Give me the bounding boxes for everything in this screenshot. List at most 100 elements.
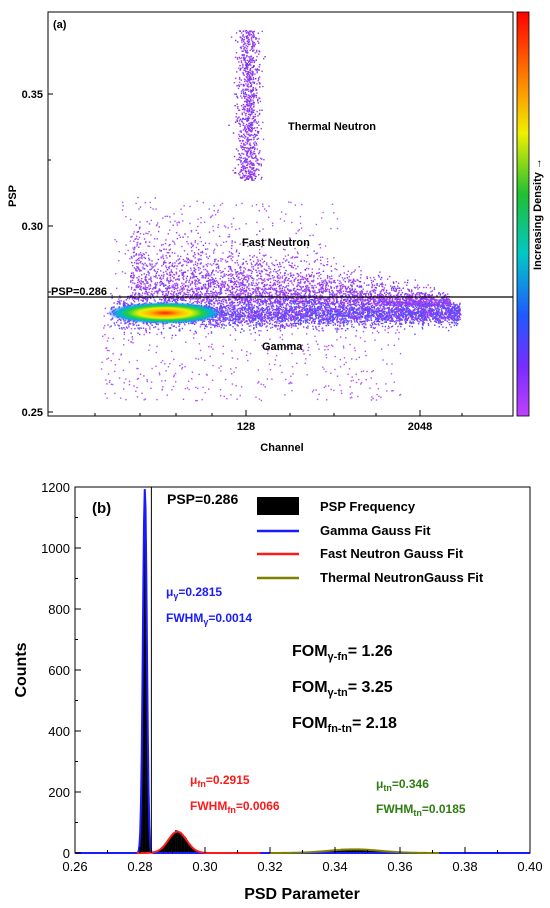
histogram-bar xyxy=(190,846,193,853)
legend-thermal-neutron-gauss-fit: Thermal NeutronGauss Fit xyxy=(320,570,484,585)
legend-fast-neutron-gauss-fit: Fast Neutron Gauss Fit xyxy=(320,546,464,561)
histogram-bar xyxy=(194,849,197,853)
panel-a: (a) Thermal Neutron Fast Neutron Gamma P… xyxy=(7,11,544,454)
histogram-bar xyxy=(181,835,184,853)
histogram-bar xyxy=(359,849,362,853)
panel-a-y-axis: 0.35 0.30 0.25 PSP xyxy=(7,89,53,419)
colorbar-label: Increasing Density → xyxy=(532,158,544,270)
histogram-bar xyxy=(192,847,194,853)
histogram-bar xyxy=(142,603,145,853)
histogram-bar xyxy=(164,843,167,853)
histogram-bar xyxy=(363,850,366,853)
panel-b-x-tick: 0.32 xyxy=(257,859,282,874)
panel-a-frame xyxy=(47,11,514,417)
histogram-bar xyxy=(336,850,338,853)
histogram-bar xyxy=(184,836,186,853)
histogram-bar xyxy=(379,850,381,853)
panel-b-x-tick: 0.30 xyxy=(192,859,217,874)
panel-b-y-tick: 0 xyxy=(63,846,70,861)
histogram-bar xyxy=(348,850,350,853)
histogram-bar xyxy=(371,849,373,853)
fwhm-gamma-annotation: FWHMγ=0.0014 xyxy=(166,611,252,627)
histogram-bar xyxy=(335,849,337,853)
panel-a-y-tick: 0.30 xyxy=(22,221,43,233)
histogram-bar xyxy=(345,848,347,853)
panel-b-axes: 0.26 0.28 0.30 0.32 0.34 0.36 0.38 0.40 0 200 400 6… xyxy=(41,480,543,874)
panel-b-y-tick: 1200 xyxy=(41,480,70,495)
histogram-bar xyxy=(163,845,165,853)
histogram-bar xyxy=(166,841,168,853)
histogram-bar xyxy=(180,832,182,853)
histogram-bar xyxy=(349,849,351,853)
histogram-bar xyxy=(182,836,185,853)
panel-a-x-label: Channel xyxy=(260,442,303,454)
histogram-bar xyxy=(338,849,341,853)
histogram-bar xyxy=(372,850,375,853)
mu-fn-annotation: μfn=0.2915 xyxy=(190,773,250,789)
panel-a-x-tick: 2048 xyxy=(408,421,432,433)
histogram-bar xyxy=(361,849,363,853)
histogram-bar xyxy=(353,848,355,853)
mu-gamma-annotation: μγ=0.2815 xyxy=(166,585,222,601)
density-colorbar xyxy=(516,11,530,417)
histogram-bar xyxy=(179,832,181,853)
histogram-bar xyxy=(193,848,195,853)
panel-b: 0.26 0.28 0.30 0.32 0.34 0.36 0.38 0.40 0 200 400 6… xyxy=(13,480,543,903)
histogram-bar xyxy=(354,849,356,853)
histogram-bar xyxy=(168,838,171,853)
panel-b-x-tick: 0.28 xyxy=(127,859,152,874)
panel-b-x-tick: 0.38 xyxy=(452,859,477,874)
histogram-bar xyxy=(368,850,371,853)
histogram-bar xyxy=(143,504,146,853)
panel-b-y-label: Counts xyxy=(13,642,30,697)
histogram-bar xyxy=(176,830,178,853)
panel-b-x-tick: 0.34 xyxy=(322,859,347,874)
histogram-bar xyxy=(380,850,382,853)
fast-neutron-gauss-fit-line xyxy=(136,830,261,854)
histogram-bar xyxy=(185,838,187,853)
histogram-bar xyxy=(162,846,164,853)
histogram-bar xyxy=(331,850,333,853)
histogram-bar xyxy=(188,843,190,853)
histogram-bar xyxy=(175,830,177,853)
panel-b-x-tick: 0.36 xyxy=(387,859,412,874)
panel-a-label: (a) xyxy=(53,19,67,31)
panel-b-legend: PSP Frequency Gamma Gauss Fit Fast Neutr… xyxy=(257,497,484,585)
histogram-bar xyxy=(362,849,364,853)
histogram-bar xyxy=(337,849,340,853)
histogram-bar xyxy=(333,850,336,853)
fom-fn-tn: FOMfn-tn= 2.18 xyxy=(292,715,397,735)
histogram-bar xyxy=(189,844,191,853)
histogram-bar xyxy=(357,848,359,853)
histogram-bar xyxy=(340,849,342,853)
panel-b-threshold-label: PSP=0.286 xyxy=(167,491,238,507)
histogram-bar xyxy=(167,840,169,853)
panel-a-x-axis: 128 2048 Channel xyxy=(94,410,463,454)
histogram-bar xyxy=(355,850,358,853)
histogram-bar xyxy=(171,834,173,853)
histogram-bar xyxy=(342,850,345,853)
panel-b-x-tick: 0.26 xyxy=(62,859,87,874)
fom-gamma-tn: FOMγ-tn= 3.25 xyxy=(292,679,393,699)
panel-a-threshold-label: PSP=0.286 xyxy=(51,286,107,298)
histogram-bar xyxy=(346,849,349,853)
fwhm-tn-annotation: FWHMtn=0.0185 xyxy=(376,802,466,818)
panel-b-x-tick: 0.40 xyxy=(517,859,542,874)
panel-b-y-tick: 800 xyxy=(48,602,70,617)
histogram-bar xyxy=(351,849,354,853)
histogram-bar xyxy=(169,836,172,853)
histogram-bar xyxy=(344,848,346,853)
legend-psp-frequency: PSP Frequency xyxy=(320,499,416,514)
histogram-bar xyxy=(173,833,176,853)
panel-b-y-tick: 400 xyxy=(48,724,70,739)
histogram-bar xyxy=(367,849,369,853)
fom-gamma-fn: FOMγ-fn= 1.26 xyxy=(292,643,393,663)
panel-b-y-tick: 200 xyxy=(48,785,70,800)
thermal-neutron-gauss-fit-line xyxy=(270,848,439,854)
histogram-bar xyxy=(160,848,163,853)
panel-a-x-tick: 128 xyxy=(237,421,255,433)
histogram-bar xyxy=(186,841,189,853)
histogram-bar xyxy=(159,849,161,853)
gamma-region-label: Gamma xyxy=(262,341,303,353)
